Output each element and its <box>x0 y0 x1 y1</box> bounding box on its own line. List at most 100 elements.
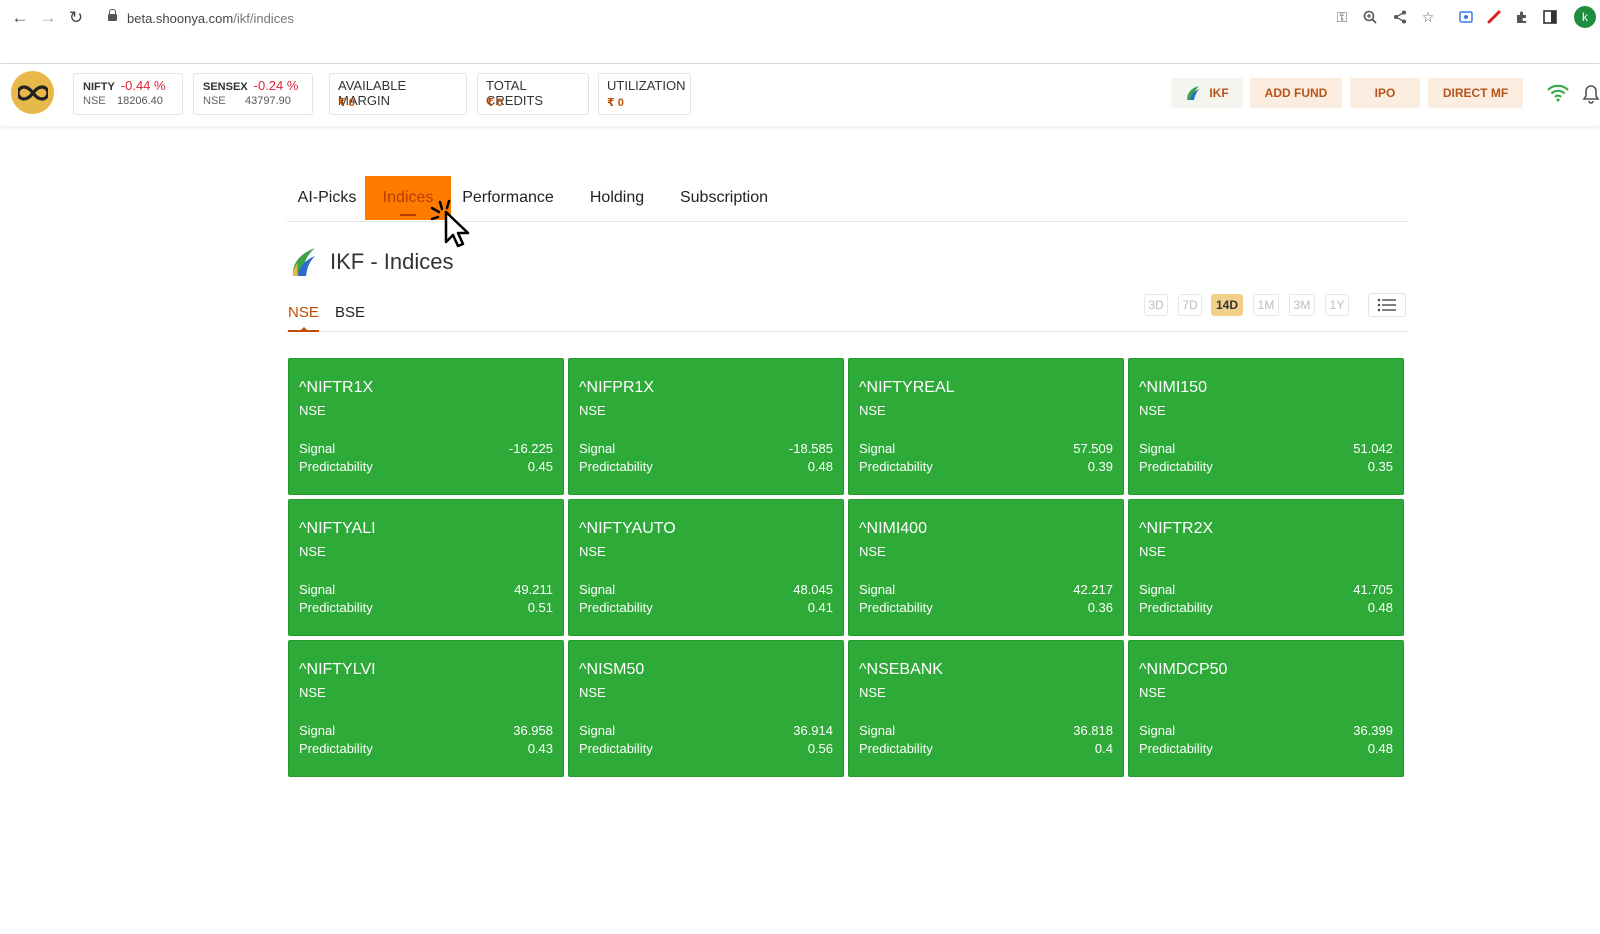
index-symbol: ^NIMI400 <box>859 520 927 537</box>
predictability-label: Predictability <box>299 600 373 615</box>
wifi-icon <box>1547 84 1569 102</box>
tab-subscription[interactable]: Subscription <box>679 189 769 206</box>
ticker-change: -0.44 % <box>120 78 166 93</box>
shoonya-logo[interactable] <box>11 71 54 114</box>
ticker-name: NIFTY <box>83 81 115 93</box>
index-card[interactable]: ^NIMI400 NSE Signal 42.217 Predictability 0.3… <box>848 499 1124 636</box>
predictability-value: 0.45 <box>527 459 553 474</box>
index-card[interactable]: ^NIFTYLVI NSE Signal 36.958 Predictability 0.… <box>288 640 564 777</box>
predictability-label: Predictability <box>579 459 653 474</box>
utilization-amount: ₹ 0 <box>607 97 624 109</box>
profile-avatar[interactable]: k <box>1574 6 1596 28</box>
browser-toolbar: ← → ↻ beta.shoonya.com/ikf/indices ⚿ ☆ k <box>0 0 1600 64</box>
signal-value: 51.042 <box>1353 441 1393 456</box>
signal-value: 36.958 <box>513 723 553 738</box>
list-view-button[interactable] <box>1368 293 1406 317</box>
address-bar[interactable]: beta.shoonya.com/ikf/indices <box>108 7 408 29</box>
period-1m[interactable]: 1M <box>1253 294 1279 316</box>
ipo-button[interactable]: IPO <box>1350 78 1420 108</box>
zoom-icon[interactable] <box>1360 7 1380 27</box>
credits-amount: ₹ 0 <box>486 97 503 109</box>
extension-screen-icon[interactable] <box>1456 7 1476 27</box>
utilization-box: UTILIZATION ₹ 0 <box>598 73 691 115</box>
back-icon[interactable]: ← <box>11 8 29 27</box>
utilization-label: UTILIZATION <box>607 78 686 93</box>
index-symbol: ^NIFTR2X <box>1139 520 1214 537</box>
index-card[interactable]: ^NIFTR1X NSE Signal -16.225 Predictability 0.… <box>288 358 564 495</box>
index-card[interactable]: ^NIFTYAUTO NSE Signal 48.045 Predictability 0… <box>568 499 844 636</box>
index-card[interactable]: ^NIMI150 NSE Signal 51.042 Predictability 0.3… <box>1128 358 1404 495</box>
predictability-label: Predictability <box>859 600 933 615</box>
signal-label: Signal <box>299 441 336 456</box>
tab-indices[interactable]: Indices <box>365 176 451 220</box>
puzzle-icon[interactable] <box>1512 7 1532 27</box>
index-card[interactable]: ^NIFTR2X NSE Signal 41.705 Predictability 0.4… <box>1128 499 1404 636</box>
bell-icon[interactable] <box>1582 84 1600 104</box>
index-exchange: NSE <box>1139 544 1166 559</box>
predictability-label: Predictability <box>299 459 373 474</box>
page-title-row: IKF - Indices <box>290 244 453 280</box>
predictability-value: 0.39 <box>1087 459 1113 474</box>
forward-icon[interactable]: → <box>39 8 57 27</box>
signal-label: Signal <box>579 582 616 597</box>
key-icon[interactable]: ⚿ <box>1336 8 1348 25</box>
credits-label: TOTAL CREDITS <box>486 78 544 108</box>
tab-bse[interactable]: BSE <box>335 303 366 321</box>
sensex-ticker[interactable]: SENSEX -0.24 % NSE 43797.90 <box>193 73 313 115</box>
signal-label: Signal <box>1139 441 1176 456</box>
tab-nse[interactable]: NSE <box>288 294 319 332</box>
index-symbol: ^NSEBANK <box>859 661 943 678</box>
index-card[interactable]: ^NISM50 NSE Signal 36.914 Predictability 0.56 <box>568 640 844 777</box>
signal-value: 48.045 <box>793 582 833 597</box>
period-3d[interactable]: 3D <box>1144 294 1168 316</box>
tab-holding[interactable]: Holding <box>589 189 645 206</box>
ikf-button[interactable]: IKF <box>1171 78 1243 108</box>
index-card[interactable]: ^NSEBANK NSE Signal 36.818 Predictability 0.4 <box>848 640 1124 777</box>
signal-label: Signal <box>859 441 896 456</box>
period-14d[interactable]: 14D <box>1211 294 1243 316</box>
margin-amount: ₹ 0 <box>338 97 355 109</box>
predictability-value: 0.48 <box>1367 600 1393 615</box>
tab-performance[interactable]: Performance <box>462 189 554 206</box>
signal-label: Signal <box>579 723 616 738</box>
index-card[interactable]: ^NIFPR1X NSE Signal -18.585 Predictability 0.… <box>568 358 844 495</box>
ticker-value: 18206.40 <box>117 95 163 107</box>
nifty-ticker[interactable]: NIFTY -0.44 % NSE 18206.40 <box>73 73 183 115</box>
predictability-label: Predictability <box>1139 741 1213 756</box>
period-1y[interactable]: 1Y <box>1325 294 1349 316</box>
period-7d[interactable]: 7D <box>1178 294 1202 316</box>
predictability-label: Predictability <box>299 741 373 756</box>
ticker-change: -0.24 % <box>253 78 299 93</box>
index-exchange: NSE <box>1139 403 1166 418</box>
predictability-value: 0.41 <box>807 600 833 615</box>
index-card[interactable]: ^NIFTYALI NSE Signal 49.211 Predictability 0.… <box>288 499 564 636</box>
signal-value: 41.705 <box>1353 582 1393 597</box>
index-symbol: ^NIFTYLVI <box>299 661 376 678</box>
reload-icon[interactable]: ↻ <box>68 8 84 27</box>
sidepanel-icon[interactable] <box>1540 7 1560 27</box>
index-exchange: NSE <box>299 544 326 559</box>
index-symbol: ^NIFPR1X <box>579 379 655 396</box>
predictability-value: 0.36 <box>1087 600 1113 615</box>
ikf-button-label: IKF <box>1209 86 1229 100</box>
tab-ai-picks[interactable]: AI-Picks <box>297 189 357 206</box>
direct-mf-button[interactable]: DIRECT MF <box>1428 78 1523 108</box>
period-3m[interactable]: 3M <box>1289 294 1315 316</box>
star-icon[interactable]: ☆ <box>1421 8 1435 25</box>
predictability-value: 0.48 <box>807 459 833 474</box>
index-card[interactable]: ^NIMDCP50 NSE Signal 36.399 Predictability 0.… <box>1128 640 1404 777</box>
predictability-label: Predictability <box>579 600 653 615</box>
ikf-logo-icon <box>292 248 315 276</box>
index-exchange: NSE <box>579 685 606 700</box>
index-symbol: ^NIFTYAUTO <box>579 520 676 537</box>
ticker-name: SENSEX <box>203 81 248 93</box>
signal-value: -16.225 <box>508 441 553 456</box>
app-header: NIFTY -0.44 % NSE 18206.40 SENSEX -0.24 % N… <box>0 64 1600 126</box>
add-fund-button[interactable]: ADD FUND <box>1250 78 1342 108</box>
url-host: beta.shoonya.com <box>127 10 234 26</box>
index-exchange: NSE <box>859 544 886 559</box>
index-card[interactable]: ^NIFTYREAL NSE Signal 57.509 Predictability 0… <box>848 358 1124 495</box>
share-icon[interactable] <box>1390 7 1410 27</box>
pen-extension-icon[interactable] <box>1484 7 1504 27</box>
predictability-value: 0.35 <box>1367 459 1393 474</box>
